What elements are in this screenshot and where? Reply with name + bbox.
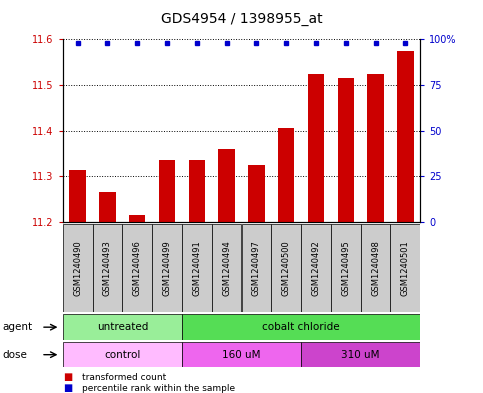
Bar — [63, 314, 182, 340]
Text: GSM1240498: GSM1240498 — [371, 240, 380, 296]
Text: control: control — [104, 350, 141, 360]
Bar — [331, 224, 361, 312]
Bar — [129, 215, 145, 222]
Text: GDS4954 / 1398955_at: GDS4954 / 1398955_at — [161, 12, 322, 26]
Text: ■: ■ — [63, 372, 72, 382]
Bar — [93, 224, 122, 312]
Bar — [248, 165, 265, 222]
Text: GSM1240490: GSM1240490 — [73, 241, 82, 296]
Text: cobalt chloride: cobalt chloride — [262, 322, 340, 332]
Text: 310 uM: 310 uM — [341, 350, 380, 360]
Bar — [159, 160, 175, 222]
Bar — [301, 342, 420, 367]
Text: GSM1240494: GSM1240494 — [222, 241, 231, 296]
Bar — [152, 224, 182, 312]
Bar — [368, 73, 384, 222]
Text: GSM1240491: GSM1240491 — [192, 241, 201, 296]
Text: GSM1240497: GSM1240497 — [252, 240, 261, 296]
Text: GSM1240495: GSM1240495 — [341, 241, 350, 296]
Bar — [338, 78, 354, 222]
Text: agent: agent — [2, 322, 32, 332]
Text: 160 uM: 160 uM — [222, 350, 261, 360]
Bar — [122, 224, 152, 312]
Bar — [390, 224, 420, 312]
Bar — [278, 129, 294, 222]
Bar — [361, 224, 390, 312]
Text: GSM1240499: GSM1240499 — [163, 241, 171, 296]
Bar — [63, 342, 182, 367]
Bar — [189, 160, 205, 222]
Bar — [99, 192, 115, 222]
Bar — [242, 224, 271, 312]
Bar — [301, 224, 331, 312]
Bar — [271, 224, 301, 312]
Text: GSM1240496: GSM1240496 — [133, 240, 142, 296]
Text: dose: dose — [2, 350, 28, 360]
Bar — [308, 73, 324, 222]
Text: untreated: untreated — [97, 322, 148, 332]
Bar — [182, 314, 420, 340]
Text: GSM1240501: GSM1240501 — [401, 241, 410, 296]
Text: percentile rank within the sample: percentile rank within the sample — [82, 384, 235, 393]
Bar — [63, 224, 93, 312]
Text: GSM1240492: GSM1240492 — [312, 241, 320, 296]
Bar — [70, 169, 86, 222]
Bar — [218, 149, 235, 222]
Bar — [397, 51, 413, 222]
Text: GSM1240493: GSM1240493 — [103, 240, 112, 296]
Bar — [182, 342, 301, 367]
Bar — [212, 224, 242, 312]
Text: GSM1240500: GSM1240500 — [282, 241, 291, 296]
Text: transformed count: transformed count — [82, 373, 166, 382]
Bar — [182, 224, 212, 312]
Text: ■: ■ — [63, 383, 72, 393]
